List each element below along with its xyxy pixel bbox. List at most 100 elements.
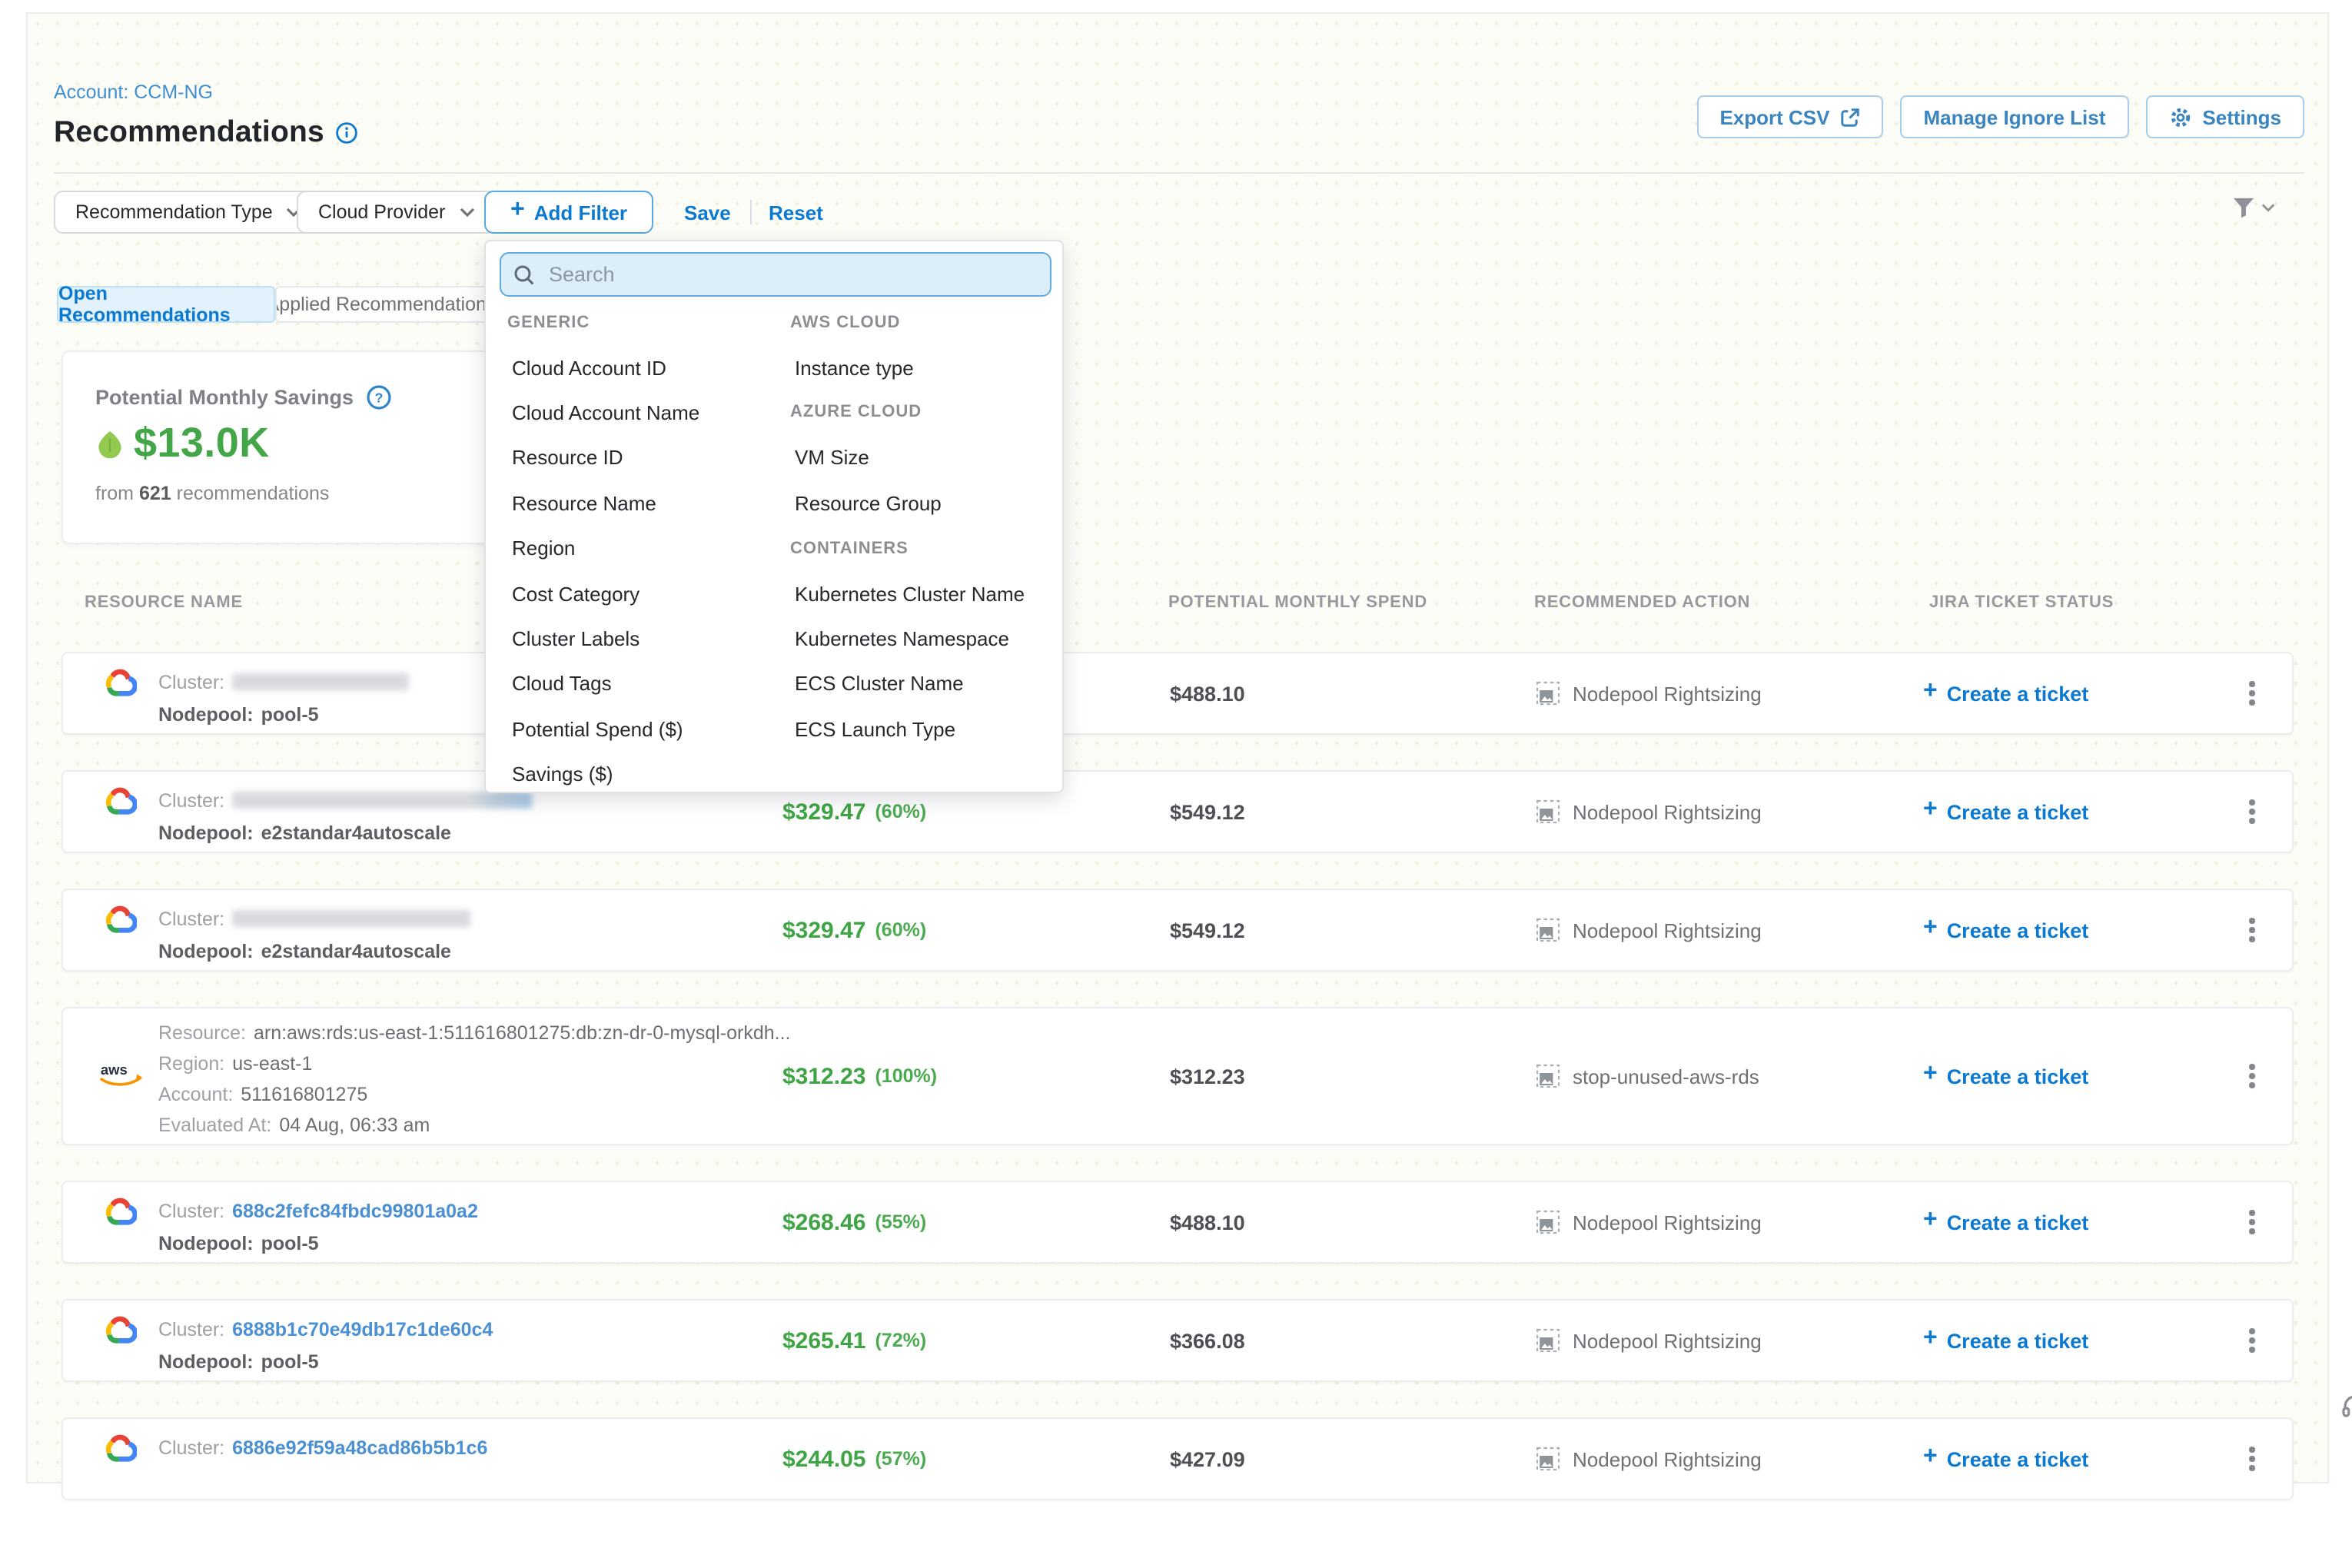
funnel-icon bbox=[2232, 197, 2255, 218]
filter-funnel-button[interactable] bbox=[2232, 197, 2275, 218]
filter-menu-item[interactable]: Kubernetes Cluster Name bbox=[790, 571, 1055, 616]
row-kebab-menu-button[interactable] bbox=[2237, 1301, 2267, 1380]
filter-search-input[interactable] bbox=[546, 261, 1038, 287]
manage-ignore-list-label: Manage Ignore List bbox=[1923, 105, 2105, 128]
create-ticket-button[interactable]: + Create a ticket bbox=[1923, 890, 2088, 970]
filter-menu-item[interactable]: Savings ($) bbox=[507, 752, 781, 797]
filter-menu-item[interactable]: Cost Category bbox=[507, 571, 781, 616]
row-kebab-menu-button[interactable] bbox=[2237, 890, 2267, 970]
add-filter-button[interactable]: + Add Filter bbox=[484, 191, 653, 234]
col-header-resource-name: RESOURCE NAME bbox=[85, 593, 243, 612]
savings-value: $265.41 bbox=[782, 1327, 865, 1354]
cloud-provider-filter[interactable]: Cloud Provider bbox=[297, 191, 496, 234]
tab-applied-recommendations[interactable]: Applied Recommendations bbox=[275, 286, 487, 323]
cluster-name-link[interactable]: 6888b1c70e49db17c1de60c4 bbox=[232, 1318, 493, 1340]
nodepool-value: e2standar4autoscale bbox=[261, 940, 451, 962]
external-link-icon bbox=[1840, 107, 1860, 127]
col-header-recommended-action: RECOMMENDED ACTION bbox=[1534, 593, 1750, 612]
filter-menu-item[interactable]: Cloud Account Name bbox=[507, 390, 781, 436]
filter-menu-item[interactable]: Resource Group bbox=[790, 480, 1055, 526]
support-headset-icon[interactable] bbox=[2340, 1391, 2352, 1422]
table-row: Cluster: Nodepool: e2standar4autoscale $… bbox=[61, 889, 2294, 972]
col-header-jira-ticket-status: JIRA TICKET STATUS bbox=[1929, 593, 2114, 612]
create-ticket-button[interactable]: + Create a ticket bbox=[1923, 772, 2088, 852]
chevron-down-icon bbox=[2261, 203, 2275, 212]
settings-button[interactable]: Settings bbox=[2145, 95, 2304, 138]
potential-spend-cell: $427.09 bbox=[1170, 1419, 1245, 1499]
filter-menu-item[interactable]: ECS Cluster Name bbox=[790, 661, 1055, 706]
potential-spend-cell: $549.12 bbox=[1170, 890, 1245, 970]
filter-menu-item[interactable]: ECS Launch Type bbox=[790, 706, 1055, 752]
plus-icon: + bbox=[1923, 796, 1938, 824]
row-kebab-menu-button[interactable] bbox=[2237, 772, 2267, 852]
filter-menu-item[interactable]: Cloud Tags bbox=[507, 661, 781, 706]
filter-menu-section-header: AWS CLOUD bbox=[790, 300, 1055, 345]
nodepool-label: Nodepool: bbox=[158, 1350, 254, 1372]
monthly-savings-cell: $329.47 (60%) bbox=[782, 890, 926, 970]
help-icon[interactable]: ? bbox=[366, 384, 392, 410]
plus-icon: + bbox=[1923, 915, 1938, 942]
cluster-label: Cluster: bbox=[158, 1200, 224, 1221]
rightsizing-action-icon bbox=[1536, 1210, 1560, 1234]
savings-amount: $13.0K bbox=[134, 420, 270, 467]
savings-value: $329.47 bbox=[782, 917, 865, 943]
cluster-name-link[interactable]: 688c2fefc84fbdc99801a0a2 bbox=[232, 1200, 478, 1221]
monthly-savings-cell: $268.46 (55%) bbox=[782, 1182, 926, 1262]
recommendation-type-filter[interactable]: Recommendation Type bbox=[54, 191, 324, 234]
save-filter-link[interactable]: Save bbox=[684, 191, 731, 234]
evaluated-at-label: Evaluated At: bbox=[158, 1115, 271, 1136]
row-kebab-menu-button[interactable] bbox=[2237, 653, 2267, 733]
plus-icon: + bbox=[1923, 678, 1938, 706]
rightsizing-action-icon bbox=[1536, 1447, 1560, 1471]
filter-menu-item[interactable]: Potential Spend ($) bbox=[507, 706, 781, 752]
nodepool-value: pool-5 bbox=[261, 1350, 319, 1372]
savings-percent: (72%) bbox=[875, 1330, 926, 1351]
filter-menu-item[interactable]: Resource ID bbox=[507, 435, 781, 480]
tab-open-recommendations[interactable]: Open Recommendations bbox=[57, 286, 275, 323]
monthly-savings-cell: $312.23 (100%) bbox=[782, 1008, 937, 1144]
cluster-label: Cluster: bbox=[158, 1437, 224, 1458]
action-label: Nodepool Rightsizing bbox=[1573, 919, 1762, 942]
create-ticket-button[interactable]: + Create a ticket bbox=[1923, 653, 2088, 733]
gcp-cloud-icon bbox=[103, 1316, 137, 1344]
filter-menu-item[interactable]: VM Size bbox=[790, 435, 1055, 480]
create-ticket-button[interactable]: + Create a ticket bbox=[1923, 1419, 2088, 1499]
page-title: Recommendations bbox=[54, 115, 324, 151]
plus-icon: + bbox=[510, 197, 525, 224]
col-header-potential-monthly-spend: POTENTIAL MONTHLY SPEND bbox=[1168, 593, 1427, 612]
filter-menu-item[interactable]: Cluster Labels bbox=[507, 616, 781, 661]
row-kebab-menu-button[interactable] bbox=[2237, 1182, 2267, 1262]
recommended-action-cell: Nodepool Rightsizing bbox=[1536, 653, 1762, 733]
filter-menu-item[interactable]: Resource Name bbox=[507, 480, 781, 526]
filter-menu-section-header: GENERIC bbox=[507, 300, 781, 345]
filter-menu-item[interactable]: Kubernetes Namespace bbox=[790, 616, 1055, 661]
create-ticket-button[interactable]: + Create a ticket bbox=[1923, 1008, 2088, 1144]
create-ticket-button[interactable]: + Create a ticket bbox=[1923, 1182, 2088, 1262]
potential-monthly-savings-card: Potential Monthly Savings ? $13.0K from … bbox=[61, 350, 493, 544]
create-ticket-label: Create a ticket bbox=[1947, 1211, 2089, 1234]
create-ticket-label: Create a ticket bbox=[1947, 800, 2089, 823]
create-ticket-label: Create a ticket bbox=[1947, 1329, 2089, 1352]
row-kebab-menu-button[interactable] bbox=[2237, 1419, 2267, 1499]
nodepool-value: pool-5 bbox=[261, 1232, 319, 1254]
filter-menu-section-header: AZURE CLOUD bbox=[790, 390, 1055, 436]
account-breadcrumb[interactable]: Account: CCM-NG bbox=[54, 81, 213, 103]
recommended-action-cell: Nodepool Rightsizing bbox=[1536, 1182, 1762, 1262]
create-ticket-button[interactable]: + Create a ticket bbox=[1923, 1301, 2088, 1380]
redacted-cluster-name bbox=[232, 673, 409, 690]
filter-menu-item[interactable]: Region bbox=[507, 526, 781, 571]
gcp-cloud-icon bbox=[103, 1434, 137, 1462]
filter-menu-item[interactable]: Cloud Account ID bbox=[507, 345, 781, 390]
filter-menu-item[interactable]: Instance type bbox=[790, 345, 1055, 390]
cluster-name-link[interactable]: 6886e92f59a48cad86b5b1c6 bbox=[232, 1437, 487, 1458]
filter-menu-column-generic: GENERICCloud Account IDCloud Account Nam… bbox=[507, 300, 781, 797]
cluster-label: Cluster: bbox=[158, 1318, 224, 1340]
rightsizing-action-icon bbox=[1536, 799, 1560, 824]
export-csv-button[interactable]: Export CSV bbox=[1696, 95, 1883, 138]
row-kebab-menu-button[interactable] bbox=[2237, 1008, 2267, 1144]
manage-ignore-list-button[interactable]: Manage Ignore List bbox=[1900, 95, 2128, 138]
potential-spend-cell: $312.23 bbox=[1170, 1008, 1245, 1144]
info-icon[interactable] bbox=[335, 121, 358, 145]
reset-filter-link[interactable]: Reset bbox=[769, 191, 823, 234]
recommended-action-cell: Nodepool Rightsizing bbox=[1536, 890, 1762, 970]
